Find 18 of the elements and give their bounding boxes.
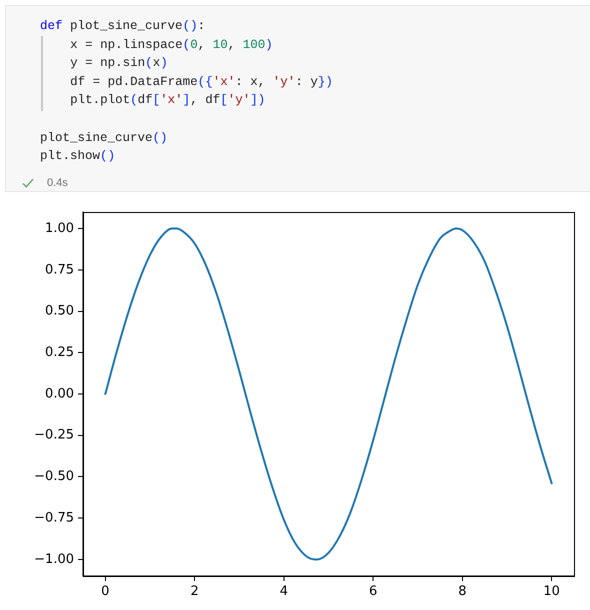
text: 0.4s — [47, 176, 68, 190]
y-tick-label: 1.00 — [45, 220, 74, 236]
y-tick-label: −0.25 — [34, 428, 74, 443]
y-tick-label: −0.50 — [34, 469, 74, 484]
y-tick-label: 0.25 — [45, 345, 74, 360]
x-tick-label: 6 — [368, 584, 378, 600]
y-tick-label: 0.00 — [45, 386, 74, 402]
y-tick-label: −1.00 — [34, 552, 74, 567]
y-tick-label: 0.75 — [45, 262, 74, 278]
x-tick-label: 4 — [280, 584, 288, 600]
x-tick-label: 10 — [543, 584, 560, 600]
y-tick-label: 0.50 — [45, 304, 74, 319]
x-tick-label: 0 — [101, 584, 110, 600]
y-tick-label: −0.75 — [34, 510, 74, 526]
x-tick-label: 2 — [190, 584, 199, 600]
x-tick-label: 8 — [458, 584, 467, 600]
line-series — [104, 228, 553, 560]
text: def plot_sine_curve(): x = np.linspace(0, 10, 100) y = np.sin(x) df = pd.DataFrame({'x': x, 'y': y}) plt.plot(df['x'], df['y']) plot_sine_curve() plt.show() — [40, 19, 333, 164]
